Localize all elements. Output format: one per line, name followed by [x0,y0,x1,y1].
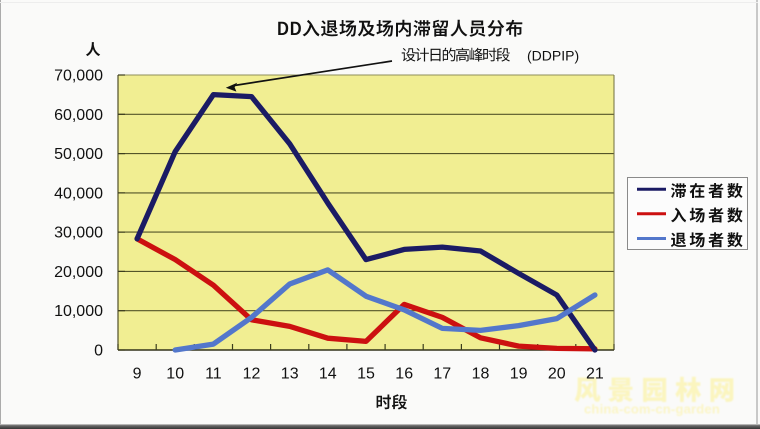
svg-text:0: 0 [94,343,103,360]
svg-text:13: 13 [281,366,299,383]
svg-text:14: 14 [319,366,337,383]
svg-text:9: 9 [133,366,142,383]
svg-text:21: 21 [586,366,604,383]
svg-text:60,000: 60,000 [54,107,103,124]
svg-text:50,000: 50,000 [54,146,103,163]
svg-text:10: 10 [166,366,184,383]
svg-text:70,000: 70,000 [54,68,103,85]
svg-text:10,000: 10,000 [54,303,103,320]
svg-text:11: 11 [205,366,222,383]
svg-text:15: 15 [357,366,375,383]
svg-text:30,000: 30,000 [54,225,103,242]
svg-text:20,000: 20,000 [54,264,103,281]
svg-text:19: 19 [510,366,528,383]
svg-text:17: 17 [433,366,451,383]
svg-text:(DDPIP): (DDPIP) [527,47,579,63]
svg-text:12: 12 [243,366,261,383]
svg-text:20: 20 [548,366,566,383]
svg-text:china-com-cn-garden: china-com-cn-garden [584,402,720,417]
svg-text:40,000: 40,000 [54,185,103,202]
svg-text:16: 16 [395,366,413,383]
svg-text:18: 18 [472,366,490,383]
